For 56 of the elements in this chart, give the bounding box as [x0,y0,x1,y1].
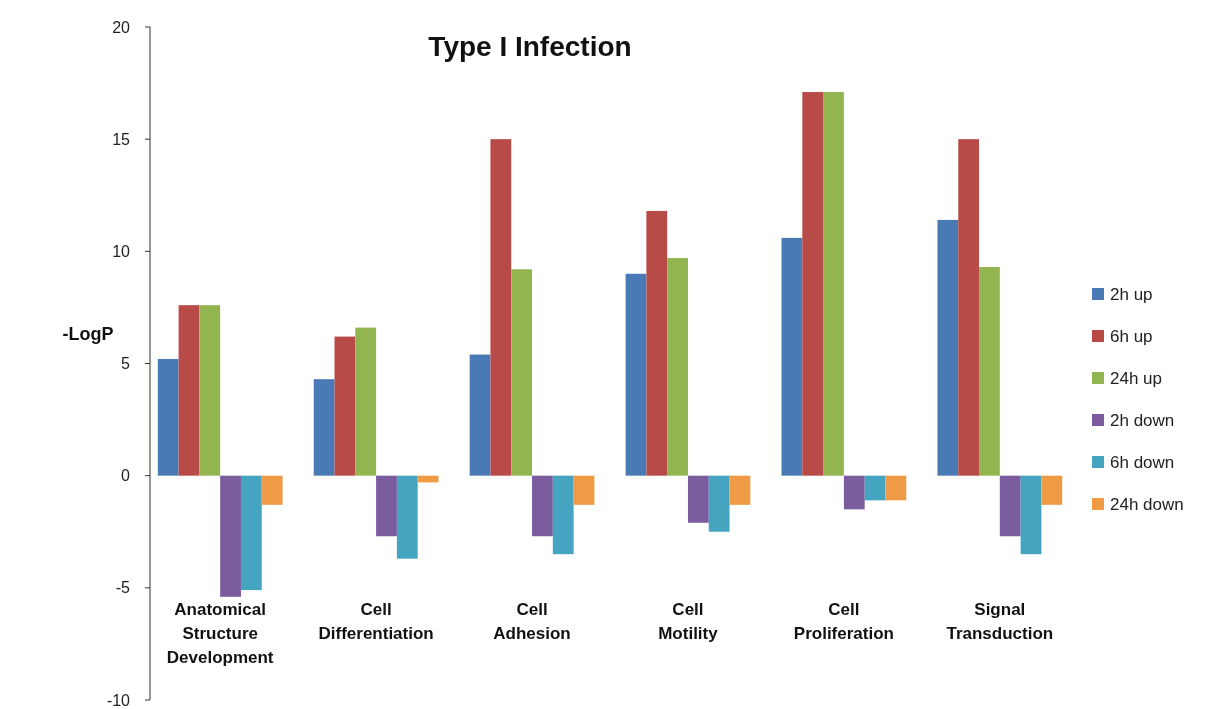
y-tick-label: 5 [121,355,131,373]
bar [999,475,1021,537]
legend-label: 6h up [1110,326,1153,346]
legend-label: 24h up [1110,368,1162,388]
bar [864,475,886,501]
bar [843,475,865,510]
x-tick-label: Anatomical Structure Development [166,600,274,668]
bar [552,475,574,555]
bar [490,139,512,476]
bar [1020,475,1042,555]
bar [376,475,397,537]
y-axis-title: -LogP [62,324,114,344]
bar [646,210,668,476]
bar [802,92,824,476]
bar [729,475,751,505]
legend-label: 24h down [1110,494,1184,514]
x-tick-label: Cell Motility [658,600,719,644]
bar [687,475,709,523]
legend-label: 2h down [1110,410,1175,430]
x-tick-label: Cell Adhesion [493,600,571,644]
chart-title: Type I Infection [428,31,632,62]
bar [823,92,844,476]
bar [240,475,262,591]
y-tick-label: 0 [121,467,131,485]
x-tick-label: Cell Proliferation [793,600,894,644]
x-tick-label: Cell Differentiation [318,600,434,644]
x-tick-label: Signal Transduction [946,600,1054,644]
bar [937,219,959,476]
y-tick-label: -10 [106,691,131,709]
bar [396,475,418,559]
bar [781,237,803,476]
bar [958,139,980,476]
bar [178,305,200,476]
legend-label: 6h down [1110,452,1175,472]
bar [1041,475,1063,505]
bar [261,475,283,505]
bar [220,475,241,597]
bar [157,359,179,476]
bar [885,475,907,501]
y-tick-label: 20 [112,18,131,36]
bar [313,379,335,476]
bar [532,475,553,537]
bar [355,327,377,476]
bar [667,258,688,476]
bar [708,475,730,532]
y-tick-label: -5 [115,579,131,597]
bar [979,267,1000,476]
y-tick-label: 15 [112,130,131,148]
bar [469,354,491,476]
bar [334,336,356,476]
bar [625,273,647,476]
bar [511,269,533,476]
legend-label: 2h up [1110,284,1153,304]
y-tick-label: 10 [112,242,131,260]
bar [199,305,221,476]
bar [573,475,595,505]
